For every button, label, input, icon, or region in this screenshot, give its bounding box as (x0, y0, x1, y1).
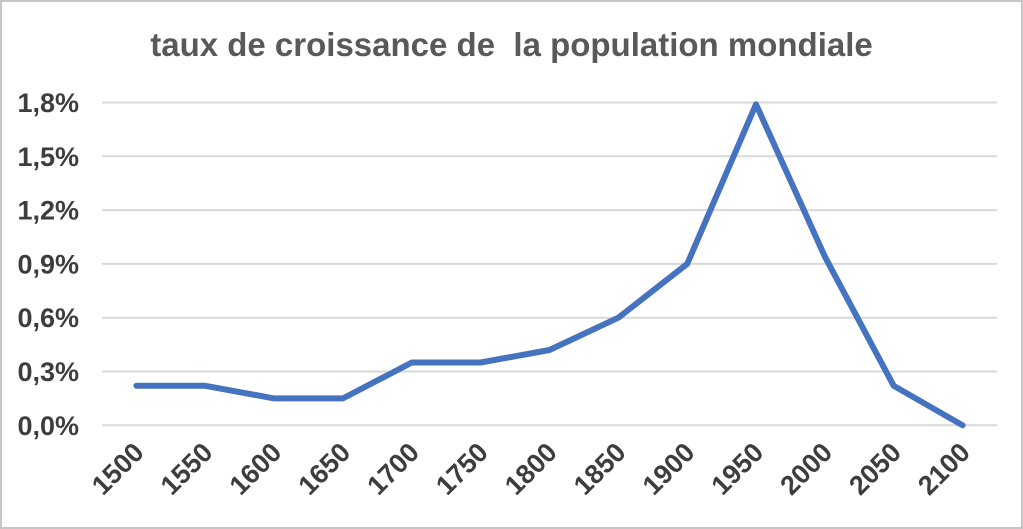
x-axis-tick-label: 1850 (568, 437, 632, 501)
x-axis-tick-label: 2100 (912, 437, 976, 501)
y-axis-tick-label: 1,8% (17, 88, 79, 118)
y-axis-tick-label: 1,5% (17, 142, 79, 172)
x-axis-tick-label: 1950 (706, 437, 770, 501)
x-axis-tick-label: 1500 (86, 437, 150, 501)
x-axis-tick-label: 1600 (224, 437, 288, 501)
x-axis-tick-label: 2050 (843, 437, 907, 501)
x-axis-tick-label: 1800 (499, 437, 563, 501)
x-axis-tick-label: 1700 (361, 437, 425, 501)
chart-title: taux de croissance de la population mond… (150, 26, 873, 63)
x-axis-tick-label: 1900 (637, 437, 701, 501)
y-axis-tick-label: 0,9% (17, 249, 79, 279)
y-axis-tick-label: 0,3% (17, 357, 79, 387)
growth-rate-line-series (133, 101, 966, 429)
x-axis-tick-label: 1750 (430, 437, 494, 501)
x-axis-tick-label: 2000 (774, 437, 838, 501)
x-axis-tick-label: 1650 (293, 437, 357, 501)
y-axis-tick-label: 1,2% (17, 196, 79, 226)
x-axis-tick-label: 1550 (155, 437, 219, 501)
y-axis-tick-label: 0,0% (17, 411, 79, 441)
y-axis-tick-label: 0,6% (17, 303, 79, 333)
